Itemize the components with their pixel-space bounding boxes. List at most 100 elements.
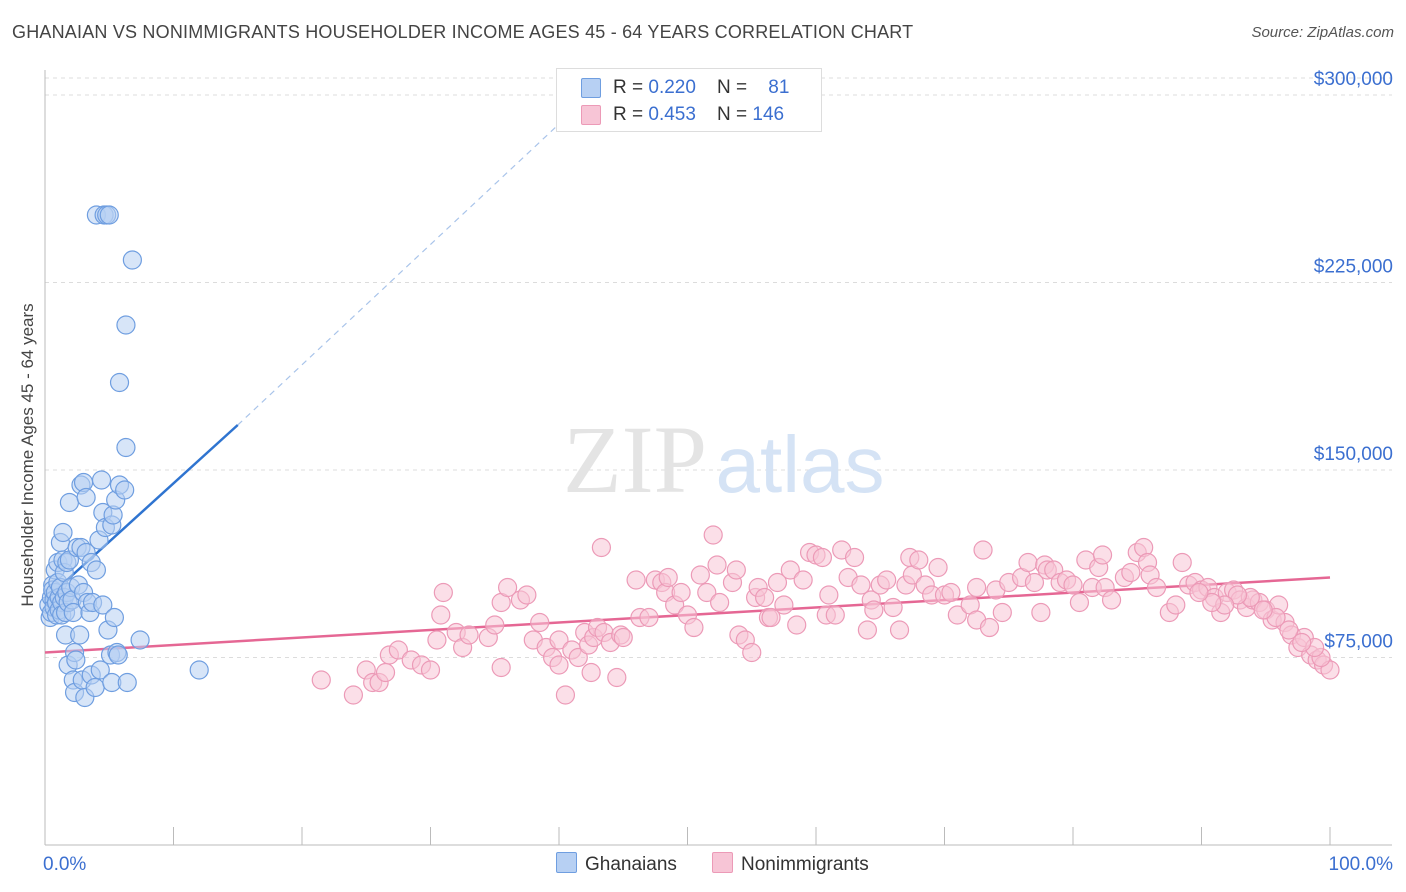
- data-point-nonimmigrants: [671, 582, 691, 603]
- y-tick-label: $150,000: [1314, 444, 1393, 465]
- data-point-nonimmigrants: [754, 587, 775, 608]
- data-point-nonimmigrants: [889, 620, 910, 640]
- bottom-legend-label-nonimmigrants: Nonimmigrants: [741, 854, 869, 875]
- data-point-nonimmigrants: [431, 605, 451, 625]
- data-point-nonimmigrants: [825, 605, 845, 625]
- data-point-nonimmigrants: [787, 615, 807, 635]
- data-point-nonimmigrants: [427, 630, 447, 650]
- data-point-nonimmigrants: [1018, 552, 1038, 573]
- data-point-nonimmigrants: [549, 630, 569, 650]
- watermark: ZIP atlas: [563, 406, 884, 513]
- data-point-nonimmigrants: [517, 585, 537, 605]
- data-point-nonimmigrants: [491, 657, 511, 678]
- legend-r-label: R =: [613, 77, 649, 98]
- data-point-nonimmigrants: [1101, 590, 1122, 610]
- bottom-legend-label-ghanaians: Ghanaians: [585, 854, 677, 875]
- data-point-nonimmigrants: [549, 655, 569, 675]
- data-point-nonimmigrants: [941, 582, 961, 603]
- x-tick-label: 100.0%: [1329, 854, 1394, 875]
- data-point-nonimmigrants: [883, 597, 903, 618]
- data-point-ghanaians: [116, 437, 136, 458]
- data-point-nonimmigrants: [1121, 562, 1141, 583]
- legend-r-label: R =: [613, 104, 649, 125]
- data-point-nonimmigrants: [1172, 552, 1192, 573]
- trend-line-ghanaians: [44, 424, 239, 601]
- data-point-nonimmigrants: [1031, 602, 1051, 623]
- chart-title: GHANAIAN VS NONIMMIGRANTS HOUSEHOLDER IN…: [12, 22, 914, 42]
- data-point-nonimmigrants: [485, 615, 505, 635]
- data-point-ghanaians: [53, 522, 73, 543]
- data-point-ghanaians: [70, 625, 90, 645]
- axes: [44, 70, 1392, 846]
- data-point-nonimmigrants: [844, 547, 865, 568]
- data-point-nonimmigrants: [909, 550, 929, 570]
- data-point-nonimmigrants: [742, 642, 762, 663]
- legend-n-label: N =: [717, 77, 753, 98]
- legend-r-value-nonimmigrants: 0.453: [648, 104, 696, 125]
- legend-r-value-ghanaians: 0.220: [648, 77, 696, 98]
- data-point-nonimmigrants: [658, 567, 678, 588]
- data-point-nonimmigrants: [1069, 592, 1090, 613]
- data-point-ghanaians: [99, 205, 119, 225]
- y-axis-label: Householder Income Ages 45 - 64 years: [18, 303, 37, 606]
- bottom-legend-swatch-ghanaians: [556, 852, 577, 873]
- scatter-points-nonimmigrants: [311, 525, 1340, 705]
- data-point-nonimmigrants: [1279, 620, 1299, 640]
- legend-n-label: N =: [717, 104, 753, 125]
- data-point-ghanaians: [189, 660, 209, 680]
- data-point-nonimmigrants: [761, 607, 781, 628]
- data-point-ghanaians: [104, 607, 124, 628]
- data-point-nonimmigrants: [697, 582, 717, 603]
- data-point-nonimmigrants: [639, 607, 659, 628]
- data-point-nonimmigrants: [684, 617, 704, 638]
- data-point-nonimmigrants: [1189, 582, 1209, 603]
- data-point-ghanaians: [115, 480, 135, 500]
- data-point-ghanaians: [59, 492, 80, 513]
- legend-n-value-ghanaians: 81: [768, 77, 790, 98]
- data-point-nonimmigrants: [420, 660, 441, 680]
- data-point-nonimmigrants: [851, 575, 871, 595]
- data-point-ghanaians: [116, 315, 136, 335]
- source-label: Source: ZipAtlas.com: [1251, 24, 1394, 41]
- data-point-nonimmigrants: [864, 600, 884, 620]
- data-point-nonimmigrants: [568, 647, 588, 668]
- bottom-legend-nonimmigrants: Nonimmigrants: [712, 852, 869, 876]
- correlation-legend: R = 0.220 N = 81 R = 0.453 N = 146: [556, 68, 822, 132]
- data-point-nonimmigrants: [581, 662, 601, 683]
- data-point-nonimmigrants: [1202, 592, 1222, 613]
- data-point-nonimmigrants: [607, 667, 627, 688]
- data-point-nonimmigrants: [555, 685, 576, 705]
- x-tick-labels: 0.0% 100.0%: [43, 854, 1393, 875]
- data-point-nonimmigrants: [857, 620, 878, 640]
- data-point-ghanaians: [90, 660, 110, 680]
- data-point-ghanaians: [66, 650, 86, 670]
- data-point-nonimmigrants: [626, 570, 646, 590]
- y-tick-label: $300,000: [1314, 69, 1393, 90]
- data-point-nonimmigrants: [703, 525, 723, 545]
- data-point-ghanaians: [109, 372, 130, 393]
- data-point-nonimmigrants: [1166, 595, 1186, 615]
- data-point-ghanaians: [122, 250, 142, 270]
- data-point-nonimmigrants: [459, 625, 479, 645]
- data-point-ghanaians: [130, 630, 150, 650]
- data-point-nonimmigrants: [690, 565, 710, 585]
- data-point-nonimmigrants: [973, 540, 993, 560]
- legend-swatch-ghanaians: [581, 78, 601, 98]
- data-point-ghanaians: [108, 645, 128, 665]
- watermark-zip: ZIP: [563, 406, 707, 513]
- data-point-nonimmigrants: [1227, 585, 1248, 605]
- bottom-legend-swatch-nonimmigrants: [712, 852, 733, 873]
- data-point-nonimmigrants: [967, 577, 987, 598]
- data-point-nonimmigrants: [433, 582, 453, 603]
- data-point-ghanaians: [117, 672, 137, 693]
- data-point-nonimmigrants: [1092, 545, 1113, 565]
- legend-swatch-nonimmigrants: [581, 105, 601, 125]
- data-point-ghanaians: [91, 470, 112, 490]
- data-point-nonimmigrants: [726, 560, 746, 580]
- data-point-nonimmigrants: [498, 577, 518, 598]
- data-point-nonimmigrants: [767, 572, 788, 593]
- trend-line-ghanaians-extension: [237, 99, 586, 426]
- data-point-nonimmigrants: [774, 595, 794, 615]
- data-point-nonimmigrants: [710, 592, 730, 613]
